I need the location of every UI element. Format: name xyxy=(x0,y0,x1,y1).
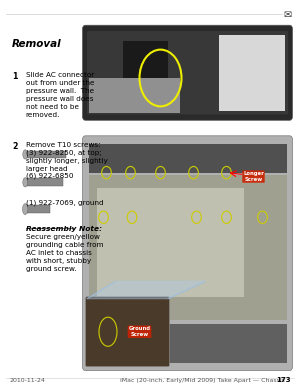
Text: (1) 922-7069, ground: (1) 922-7069, ground xyxy=(26,199,103,206)
Bar xyxy=(27,205,50,213)
Bar xyxy=(88,144,286,173)
Text: 173: 173 xyxy=(276,377,291,383)
Bar xyxy=(98,188,244,297)
Text: 1: 1 xyxy=(12,72,17,81)
Text: Secure green/yellow
grounding cable from
AC inlet to chassis
with short, stubby
: Secure green/yellow grounding cable from… xyxy=(26,234,103,272)
Bar xyxy=(88,78,180,113)
Text: ✉: ✉ xyxy=(283,10,291,20)
Bar xyxy=(88,175,286,320)
FancyBboxPatch shape xyxy=(87,31,288,114)
FancyBboxPatch shape xyxy=(82,136,292,371)
Text: (6) 922-6850: (6) 922-6850 xyxy=(26,173,73,179)
Text: iMac (20-inch, Early/Mid 2009) Take Apart — Chassis: iMac (20-inch, Early/Mid 2009) Take Apar… xyxy=(120,378,291,383)
Ellipse shape xyxy=(22,204,28,215)
FancyBboxPatch shape xyxy=(85,297,169,367)
Bar xyxy=(123,41,168,101)
Text: 2010-11-24: 2010-11-24 xyxy=(9,378,45,383)
FancyBboxPatch shape xyxy=(82,25,292,120)
Bar xyxy=(88,324,286,363)
Text: Remove T10 screws:
(3) 922-8250, at top;
slightly longer, slightly
larger head: Remove T10 screws: (3) 922-8250, at top;… xyxy=(26,142,107,172)
Text: Ground
Screw: Ground Screw xyxy=(128,326,151,337)
Text: Reassembly Note:: Reassembly Note: xyxy=(26,226,102,232)
Ellipse shape xyxy=(23,150,28,159)
Text: Slide AC connector
out from under the
pressure wall.  The
pressure wall does
not: Slide AC connector out from under the pr… xyxy=(26,72,94,118)
Bar xyxy=(27,178,63,186)
Text: 2: 2 xyxy=(12,142,17,151)
Text: Longer
Screw: Longer Screw xyxy=(243,171,264,182)
Polygon shape xyxy=(87,281,206,299)
Bar xyxy=(27,151,66,158)
Text: Removal: Removal xyxy=(12,39,61,49)
Bar xyxy=(219,35,285,111)
Ellipse shape xyxy=(23,178,28,187)
